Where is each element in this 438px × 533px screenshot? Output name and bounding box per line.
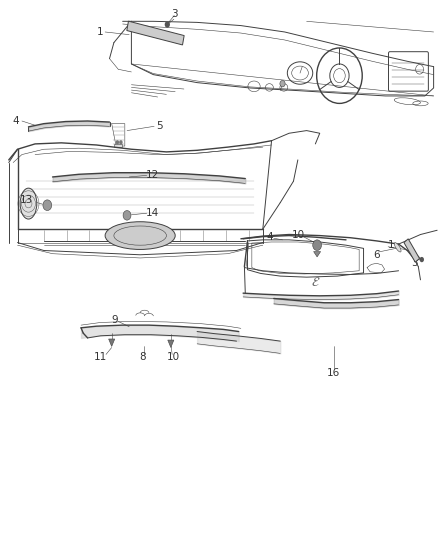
Circle shape [420,257,424,262]
Text: 1: 1 [387,240,394,250]
Text: 4: 4 [266,232,273,242]
Polygon shape [114,144,122,147]
Text: 11: 11 [94,352,107,362]
Polygon shape [127,21,184,45]
Circle shape [43,200,52,211]
Polygon shape [404,239,420,262]
Polygon shape [109,339,115,346]
Text: 16: 16 [327,368,340,378]
Text: 4: 4 [12,116,19,126]
Circle shape [165,21,170,28]
Text: 10: 10 [166,352,180,362]
Circle shape [313,240,321,251]
Circle shape [119,140,123,144]
Text: 12: 12 [146,170,159,180]
Text: 10: 10 [292,230,305,239]
Text: 13: 13 [20,196,33,205]
Text: 3: 3 [411,259,418,268]
Ellipse shape [20,188,37,219]
Circle shape [123,211,131,220]
Ellipse shape [394,243,401,252]
Text: 6: 6 [373,250,380,260]
Text: 3: 3 [171,9,178,19]
Circle shape [280,80,285,87]
Text: 1: 1 [96,27,103,37]
Text: 5: 5 [156,122,163,131]
Polygon shape [314,252,321,257]
Ellipse shape [105,222,175,249]
Text: $\mathcal{E}$: $\mathcal{E}$ [311,276,320,289]
Text: 14: 14 [146,208,159,217]
Polygon shape [168,340,174,348]
Text: 8: 8 [139,352,146,362]
Text: 9: 9 [111,315,118,325]
Circle shape [116,140,119,144]
